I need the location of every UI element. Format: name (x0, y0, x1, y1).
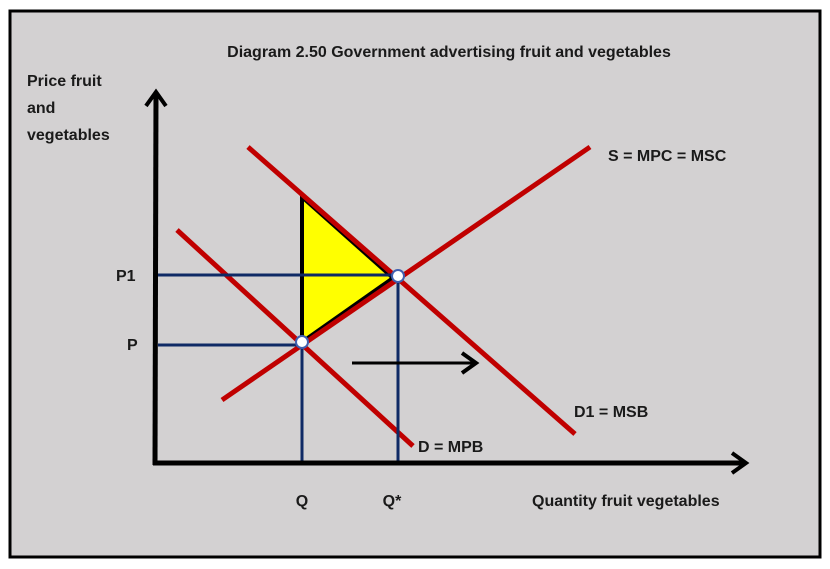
x-axis-label: Quantity fruit vegetables (532, 493, 720, 510)
quantity-label-q-star: Q* (383, 493, 402, 510)
y-axis-label-line2: and (27, 100, 55, 117)
price-label-p: P (127, 337, 138, 354)
price-label-p1: P1 (116, 268, 136, 285)
demand-mpb-label: D = MPB (418, 439, 483, 456)
quantity-label-q: Q (296, 493, 308, 510)
private-equilibrium-point (295, 335, 309, 349)
y-axis-label-line1: Price fruit (27, 73, 102, 90)
demand-msb-label: D1 = MSB (574, 404, 648, 421)
demand-msb-curve (246, 145, 577, 436)
social-equilibrium-point (391, 269, 405, 283)
diagram-title: Diagram 2.50 Government advertising frui… (227, 44, 671, 61)
y-axis-label-line3: vegetables (27, 127, 110, 144)
supply-curve (220, 144, 592, 403)
y-axis (144, 88, 168, 466)
demand-mpb-curve (175, 228, 415, 448)
supply-label: S = MPC = MSC (608, 148, 727, 165)
